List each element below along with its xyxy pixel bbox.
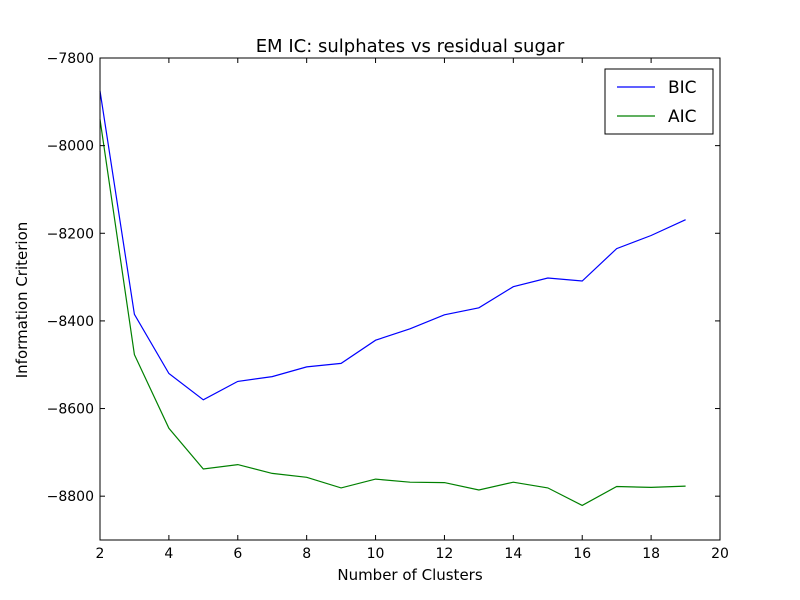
y-tick-label: −7800 bbox=[47, 51, 94, 67]
y-tick-label: −8000 bbox=[47, 139, 94, 155]
y-tick-label: −8800 bbox=[47, 489, 94, 505]
axes-frame bbox=[99, 57, 721, 541]
x-tick-label: 12 bbox=[436, 546, 454, 562]
x-tick-label: 2 bbox=[96, 546, 105, 562]
series-line-aic bbox=[99, 119, 686, 507]
legend: BIC AIC bbox=[604, 68, 714, 135]
legend-label-bic: BIC bbox=[668, 78, 697, 98]
y-tick-label: −8600 bbox=[47, 402, 94, 418]
chart-title: EM IC: sulphates vs residual sugar bbox=[256, 36, 565, 57]
x-tick-label: 6 bbox=[233, 546, 242, 562]
x-tick-label: 16 bbox=[573, 546, 591, 562]
plot-area bbox=[99, 90, 686, 507]
axes: 2 4 6 8 10 12 14 16 18 20 −7800 −8000 −8200 −8400 −860… bbox=[47, 51, 729, 562]
x-axis-label: Number of Clusters bbox=[337, 566, 482, 584]
y-tick-label: −8200 bbox=[47, 226, 94, 242]
x-tick-label: 20 bbox=[711, 546, 729, 562]
series-line-bic bbox=[99, 90, 686, 401]
x-tick-label: 14 bbox=[504, 546, 522, 562]
x-tick-label: 8 bbox=[302, 546, 311, 562]
x-tick-label: 10 bbox=[367, 546, 385, 562]
y-axis-label: Information Criterion bbox=[13, 222, 31, 379]
y-tick-label: −8400 bbox=[47, 314, 94, 330]
legend-label-aic: AIC bbox=[668, 107, 697, 127]
legend-box bbox=[604, 68, 714, 135]
x-tick-label: 18 bbox=[642, 546, 660, 562]
x-tick-label: 4 bbox=[164, 546, 173, 562]
